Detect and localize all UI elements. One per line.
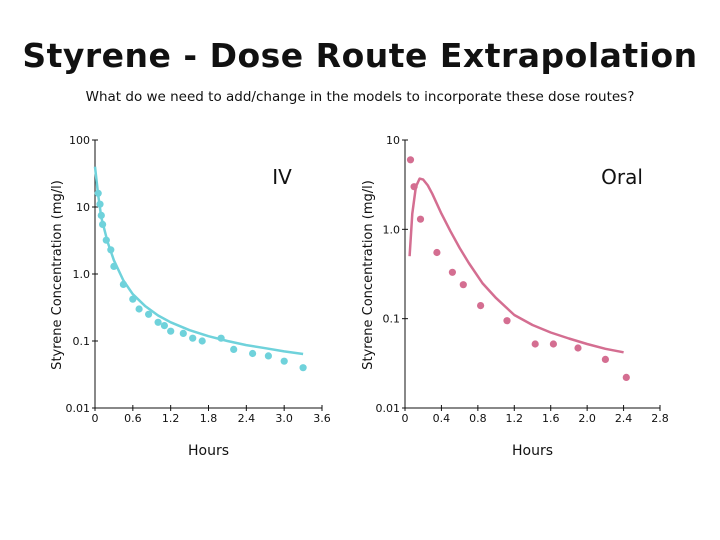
y-tick-label: 0.01 (66, 402, 91, 415)
y-tick-label: 10 (386, 134, 400, 147)
chart-title: IV (272, 165, 292, 189)
y-tick-label: 100 (69, 134, 90, 147)
x-tick-label: 2.8 (651, 412, 669, 425)
data-point (230, 345, 238, 353)
model-fit-line (93, 166, 304, 356)
y-tick-label: 1.0 (383, 223, 401, 236)
data-point (574, 344, 582, 352)
chart-title: Oral (601, 165, 643, 189)
data-point (96, 200, 104, 208)
x-tick-label: 0.8 (469, 412, 487, 425)
y-axis-label: Styrene Concentration (mg/l) (50, 180, 65, 370)
y-tick-label: 1.0 (73, 268, 91, 281)
data-point (198, 337, 206, 345)
data-point (622, 373, 630, 381)
data-point (249, 349, 257, 358)
data-point (503, 317, 511, 325)
y-axis-label: Styrene Concentration (mg/l) (361, 180, 376, 370)
data-point (145, 310, 153, 318)
x-tick-label: 1.2 (162, 412, 180, 425)
data-point (448, 268, 456, 276)
model-fit-line (408, 177, 624, 354)
data-point (459, 281, 467, 289)
x-tick-label: 0 (402, 412, 409, 425)
data-point (179, 329, 187, 337)
x-tick-label: 2.4 (238, 412, 256, 425)
data-point (94, 189, 102, 197)
x-axis-label: Hours (512, 443, 553, 459)
data-point (264, 352, 272, 360)
y-tick-label: 0.1 (383, 313, 401, 326)
data-point (160, 322, 168, 330)
slide-title: Styrene - Dose Route Extrapolation (22, 36, 698, 75)
x-tick-label: 0.4 (433, 412, 451, 425)
x-tick-label: 3.0 (275, 412, 293, 425)
data-point (299, 364, 307, 372)
data-point (99, 220, 107, 228)
data-point (601, 355, 610, 363)
data-point (410, 183, 418, 191)
data-point (280, 357, 288, 365)
x-tick-label: 3.6 (313, 412, 331, 425)
data-point (97, 211, 105, 219)
x-tick-label: 1.2 (506, 412, 524, 425)
x-tick-label: 0.6 (124, 412, 142, 425)
x-tick-label: 0 (92, 412, 99, 425)
data-point (477, 302, 485, 310)
data-point (129, 295, 137, 303)
data-point (217, 334, 225, 342)
data-point (549, 340, 558, 348)
x-tick-label: 2.4 (615, 412, 633, 425)
x-tick-label: 2.0 (578, 412, 596, 425)
data-point (406, 156, 415, 164)
slide-subtitle: What do we need to add/change in the mod… (85, 89, 635, 105)
y-tick-label: 0.01 (376, 402, 401, 415)
data-point (167, 327, 175, 335)
data-point (102, 236, 110, 244)
x-tick-label: 1.8 (200, 412, 218, 425)
y-tick-label: 10 (76, 201, 90, 214)
data-point (416, 215, 425, 223)
data-point (531, 340, 539, 348)
x-axis-label: Hours (188, 443, 229, 459)
data-point (107, 246, 115, 254)
data-point (110, 262, 118, 270)
data-point (135, 305, 143, 313)
data-point (119, 280, 127, 288)
data-point (433, 248, 441, 257)
data-point (189, 334, 197, 342)
x-tick-label: 1.6 (542, 412, 560, 425)
y-tick-label: 0.1 (73, 335, 91, 348)
data-point (154, 318, 162, 326)
